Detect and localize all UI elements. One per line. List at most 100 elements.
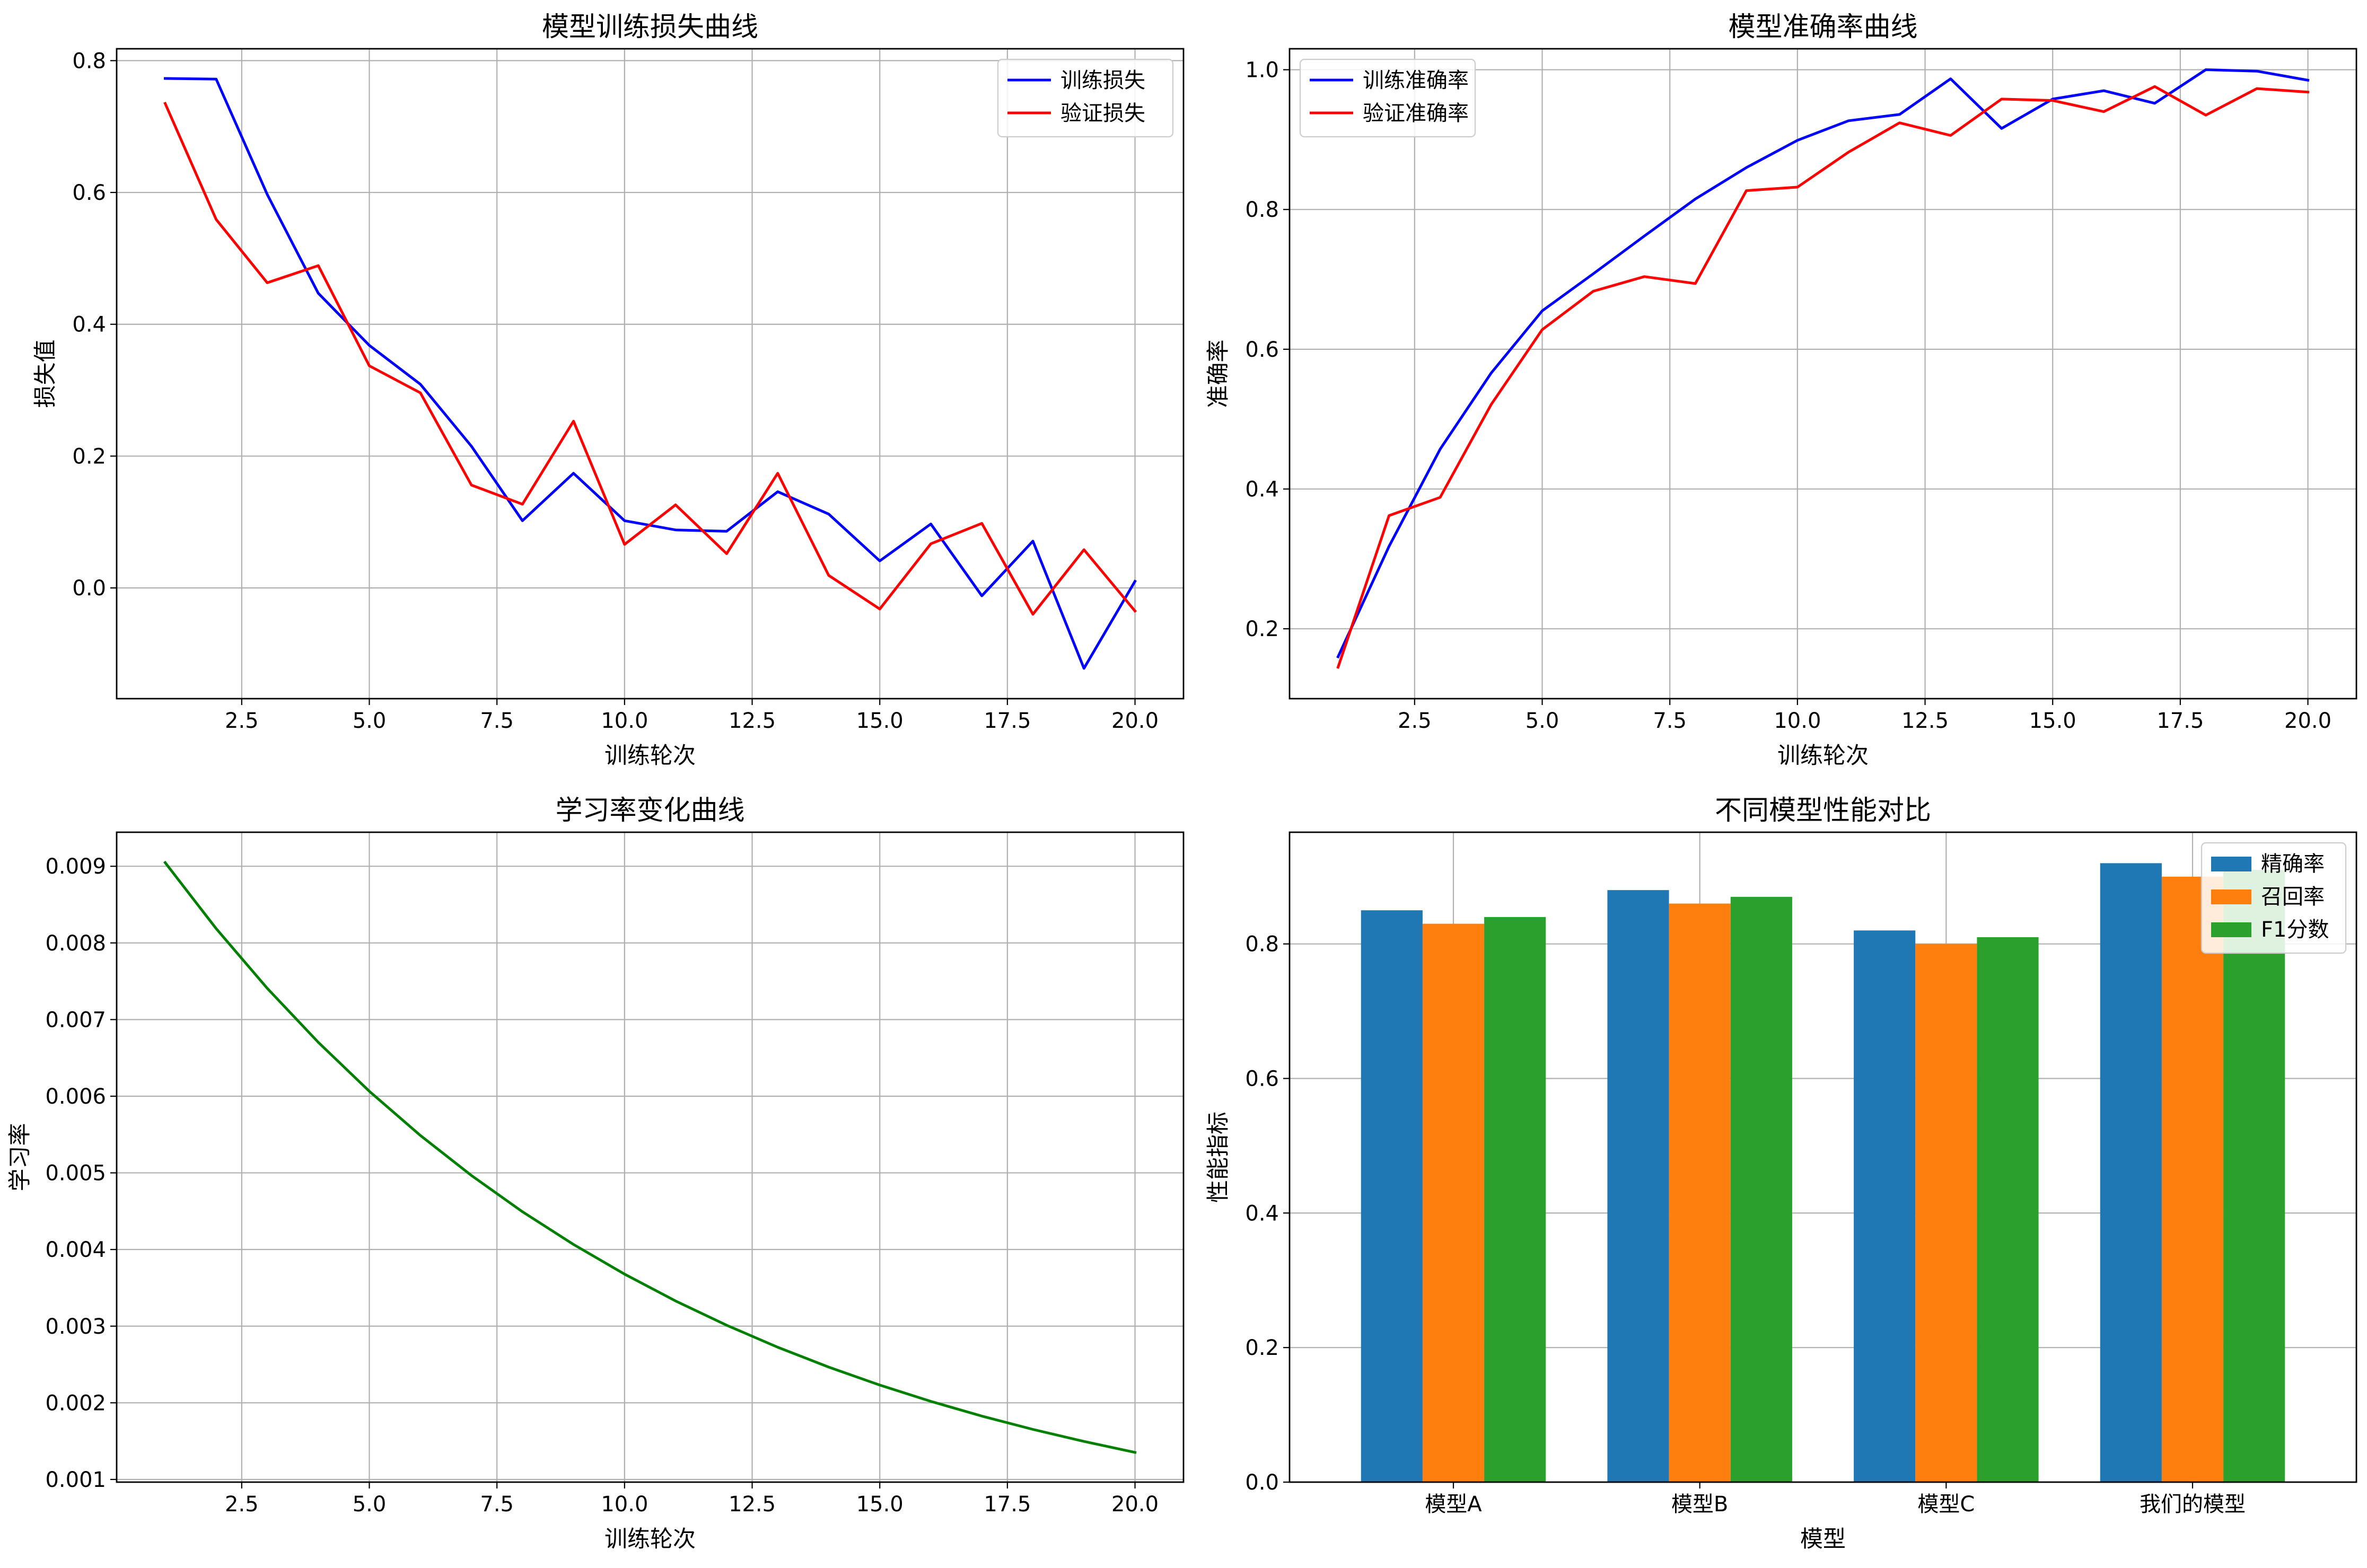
chart-title: 学习率变化曲线 <box>555 795 744 826</box>
x-tick-label: 15.0 <box>856 709 904 733</box>
x-tick-label: 12.5 <box>729 709 776 733</box>
x-tick-label: 2.5 <box>1398 709 1432 733</box>
y-tick-label: 0.008 <box>45 931 106 956</box>
x-tick-label: 5.0 <box>1526 709 1559 733</box>
category-label: 我们的模型 <box>2140 1492 2246 1517</box>
chart-title: 不同模型性能对比 <box>1715 795 1931 826</box>
bar <box>1607 890 1669 1482</box>
y-tick-label: 0.003 <box>45 1315 106 1339</box>
plot-frame <box>1288 831 2357 1483</box>
y-tick-label: 0.2 <box>1245 1336 1279 1360</box>
bar <box>1915 944 1977 1482</box>
y-tick-label: 0.4 <box>1245 1201 1279 1226</box>
bar <box>1977 937 2039 1482</box>
bar <box>1669 903 1731 1482</box>
legend-label: 召回率 <box>2261 885 2325 909</box>
y-tick-label: 0.8 <box>1245 198 1279 222</box>
legend-label: 训练损失 <box>1060 68 1145 93</box>
category-label: 模型B <box>1671 1492 1728 1517</box>
y-tick-label: 0.4 <box>1245 478 1279 502</box>
x-tick-label: 20.0 <box>2284 709 2331 733</box>
category-label: 模型A <box>1425 1492 1482 1517</box>
legend-label: 验证准确率 <box>1363 101 1469 126</box>
y-tick-label: 0.006 <box>45 1085 106 1109</box>
chart-title: 模型准确率曲线 <box>1728 12 1917 43</box>
y-tick-label: 0.6 <box>1245 338 1279 362</box>
y-tick-label: 1.0 <box>1245 58 1279 83</box>
legend-swatch <box>2211 889 2251 904</box>
plot-frame <box>116 48 1185 700</box>
y-tick-label: 0.005 <box>45 1161 106 1186</box>
x-tick-label: 7.5 <box>1653 709 1687 733</box>
legend-swatch <box>2211 922 2251 937</box>
y-axis-label: 学习率 <box>7 1123 33 1192</box>
x-tick-label: 20.0 <box>1111 1492 1159 1517</box>
series-line <box>163 860 1137 1454</box>
bar <box>2223 870 2285 1482</box>
x-tick-label: 20.0 <box>1111 709 1159 733</box>
bar <box>1484 917 1546 1482</box>
x-tick-label: 17.5 <box>984 709 1031 733</box>
legend-label: 训练准确率 <box>1363 68 1469 93</box>
x-axis-label: 模型 <box>1800 1526 1846 1553</box>
category-label: 模型C <box>1917 1492 1975 1517</box>
x-tick-label: 10.0 <box>1774 709 1821 733</box>
y-tick-label: 0.8 <box>72 49 106 73</box>
bar <box>2161 876 2224 1482</box>
learning-rate-chart: 2.5 5.0 7.5 10.0 12.5 15.0 17.5 20.0 0.001 0.002 0… <box>7 795 1185 1553</box>
plot-frame <box>1288 48 2357 700</box>
loss-chart: 2.5 5.0 7.5 10.0 12.5 15.0 17.5 20.0 0.0 0.2 0.4 0.… <box>32 12 1185 769</box>
y-tick-label: 0.0 <box>72 576 106 601</box>
chart-title: 模型训练损失曲线 <box>542 12 758 43</box>
y-tick-label: 0.2 <box>1245 617 1279 641</box>
y-tick-label: 0.001 <box>45 1468 106 1492</box>
x-tick-label: 12.5 <box>729 1492 776 1517</box>
x-tick-label: 5.0 <box>353 709 387 733</box>
y-tick-label: 0.0 <box>1245 1470 1279 1495</box>
x-tick-label: 7.5 <box>480 709 514 733</box>
bar <box>2100 863 2162 1482</box>
x-tick-label: 12.5 <box>1901 709 1949 733</box>
y-tick-label: 0.007 <box>45 1008 106 1032</box>
x-tick-label: 5.0 <box>353 1492 387 1517</box>
y-axis-label: 准确率 <box>1205 340 1232 408</box>
series-line <box>1336 68 2310 659</box>
x-tick-label: 17.5 <box>2156 709 2204 733</box>
x-tick-label: 10.0 <box>601 1492 648 1517</box>
y-axis-label: 性能指标 <box>1205 1112 1232 1203</box>
y-tick-label: 0.6 <box>72 181 106 205</box>
bar <box>1854 930 1916 1482</box>
bar <box>1361 910 1423 1482</box>
x-tick-label: 17.5 <box>984 1492 1031 1517</box>
plot-frame <box>116 831 1185 1483</box>
legend-label: F1分数 <box>2261 918 2329 942</box>
y-tick-label: 0.004 <box>45 1238 106 1262</box>
y-tick-label: 0.4 <box>72 313 106 337</box>
legend-label: 精确率 <box>2261 852 2325 876</box>
y-tick-label: 0.2 <box>72 444 106 469</box>
legend-label: 验证损失 <box>1060 101 1145 126</box>
legend-swatch <box>2211 857 2251 871</box>
x-tick-label: 15.0 <box>2029 709 2076 733</box>
y-axis-label: 损失值 <box>32 340 59 408</box>
x-tick-label: 15.0 <box>856 1492 904 1517</box>
x-axis-label: 训练轮次 <box>1777 743 1869 769</box>
y-tick-label: 0.002 <box>45 1391 106 1415</box>
y-tick-label: 0.8 <box>1245 932 1279 957</box>
x-tick-label: 10.0 <box>601 709 648 733</box>
x-tick-label: 2.5 <box>225 709 259 733</box>
x-axis-label: 训练轮次 <box>604 1526 696 1553</box>
x-tick-label: 7.5 <box>480 1492 514 1517</box>
series-line <box>1336 85 2310 669</box>
x-tick-label: 2.5 <box>225 1492 259 1517</box>
x-axis-label: 训练轮次 <box>604 743 696 769</box>
accuracy-chart: 2.5 5.0 7.5 10.0 12.5 15.0 17.5 20.0 0.2 0.4 0.6 0.… <box>1205 12 2357 769</box>
y-tick-label: 0.6 <box>1245 1067 1279 1091</box>
series-line <box>163 101 1137 616</box>
bar <box>1422 923 1485 1482</box>
